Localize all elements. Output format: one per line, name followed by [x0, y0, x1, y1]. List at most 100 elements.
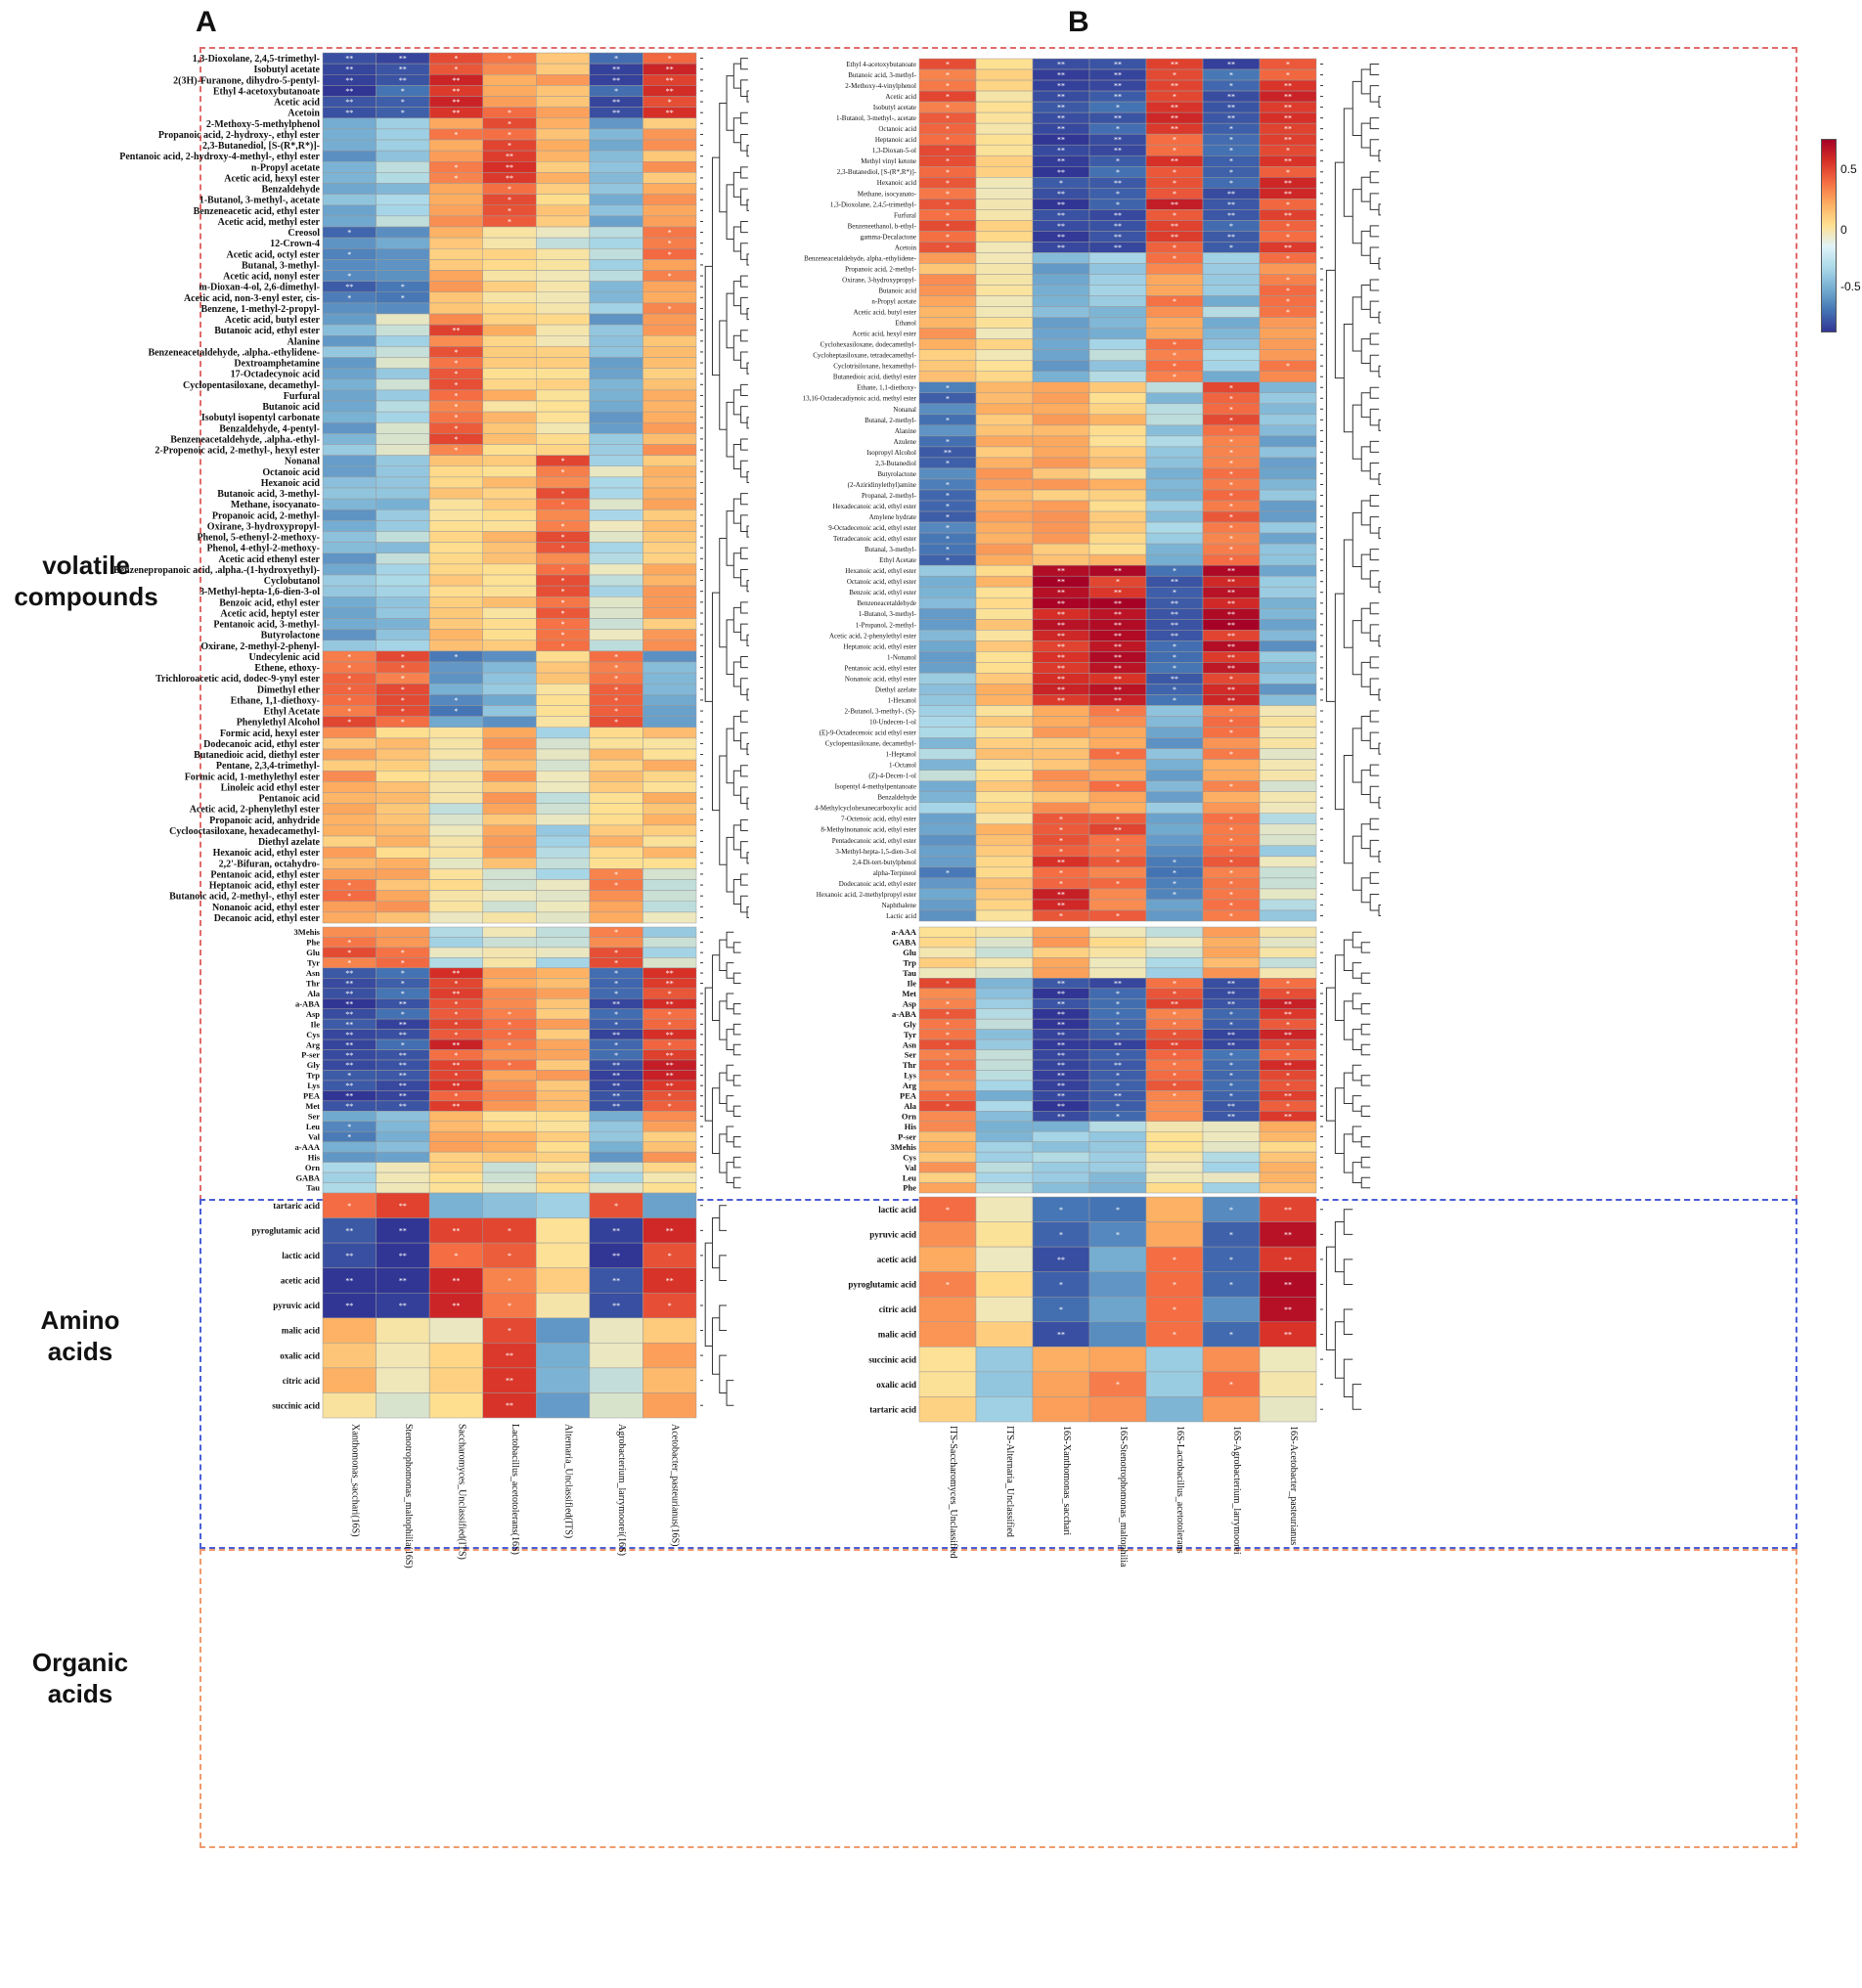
heatmap-cell: [918, 988, 977, 999]
heatmap-cell: [1259, 1321, 1317, 1347]
significance-mark: *: [946, 999, 950, 1008]
heatmap-cell: [1259, 608, 1317, 620]
heatmap-cell: [1032, 1396, 1090, 1423]
significance-mark: **: [612, 1082, 620, 1090]
significance-mark: *: [946, 535, 950, 544]
heatmap-cell: [918, 467, 977, 480]
dendrogram-branch: [732, 444, 741, 470]
heatmap-cell: [975, 694, 1034, 706]
significance-mark: **: [1284, 1305, 1292, 1314]
heatmap-cell: [643, 574, 697, 587]
heatmap-cell: [1259, 813, 1317, 825]
significance-mark: *: [508, 1031, 511, 1039]
heatmap-cell: [428, 748, 483, 761]
dendrogram-branch: [732, 972, 741, 985]
heatmap-cell: [376, 1343, 430, 1369]
significance-mark: **: [1227, 190, 1235, 199]
row-label: a-AAA: [892, 927, 917, 937]
heatmap-cell: [322, 759, 377, 772]
heatmap-cell: [428, 215, 483, 228]
heatmap-cell: [428, 248, 483, 260]
heatmap-cell: [1088, 1196, 1147, 1222]
row-label: Arg: [306, 1039, 321, 1049]
significance-mark: *: [1286, 200, 1290, 209]
column-label: ITS-Saccharomyces_Unclassified: [948, 1426, 958, 1559]
significance-mark: **: [506, 1351, 513, 1360]
row-label: m-Dioxan-4-ol, 2,6-dimethyl-: [199, 283, 320, 293]
heatmap-cell: [428, 1317, 483, 1344]
heatmap-cell: [1032, 532, 1090, 545]
heatmap-cell: [589, 509, 643, 521]
significance-mark: **: [345, 283, 353, 291]
heatmap-cell: [589, 1182, 643, 1194]
heatmap-cell: [1088, 1151, 1147, 1163]
significance-mark: *: [1229, 556, 1233, 565]
heatmap-cell: [376, 465, 430, 478]
section-label-line: Amino: [40, 1305, 120, 1335]
significance-mark: **: [399, 1302, 407, 1310]
heatmap-cell: [975, 1151, 1034, 1163]
row-label: Acetic acid, hexyl ester: [224, 173, 320, 184]
significance-mark: **: [1171, 599, 1178, 608]
dendrogram-branch: [1360, 661, 1371, 687]
dendrogram-branch: [732, 281, 741, 307]
heatmap-cell: [1202, 1141, 1261, 1153]
significance-mark: *: [614, 707, 618, 716]
heatmap-cell: [975, 823, 1034, 836]
heatmap-cell: [536, 302, 591, 315]
significance-mark: **: [1057, 125, 1065, 134]
significance-mark: *: [946, 480, 950, 489]
dendrogram-branch: [1343, 754, 1353, 864]
heatmap-cell: [322, 542, 377, 553]
heatmap-cell: [1088, 1347, 1147, 1373]
row-label: 1-Octanol: [889, 762, 916, 770]
heatmap-cell: [376, 759, 430, 772]
significance-mark: *: [946, 546, 950, 554]
heatmap-cell: [1259, 845, 1317, 858]
heatmap-cell: [589, 937, 643, 949]
significance-mark: *: [668, 1302, 672, 1310]
heatmap-cell: [643, 727, 697, 739]
heatmap-cell: [536, 259, 591, 271]
heatmap-cell: [322, 858, 377, 869]
heatmap-cell: [918, 770, 977, 781]
heatmap-cell: [322, 139, 377, 152]
heatmap-cell: [643, 117, 697, 130]
row-label: Ser: [308, 1112, 321, 1122]
dendrogram-branch: [1369, 408, 1380, 426]
heatmap-cell: [428, 814, 483, 826]
heatmap-cell: [643, 684, 697, 695]
significance-mark: *: [1116, 836, 1120, 845]
dendrogram-branch: [740, 111, 748, 124]
heatmap-cell: [975, 68, 1034, 81]
significance-mark: *: [1173, 642, 1176, 651]
row-label: Benzeneacetaldehyde: [857, 599, 916, 607]
significance-mark: *: [946, 61, 950, 69]
row-label: GABA: [295, 1172, 320, 1182]
heatmap-cell: [536, 85, 591, 97]
heatmap-cell: [482, 476, 537, 489]
dendrogram-branch: [1369, 117, 1380, 130]
significance-mark: **: [1114, 82, 1122, 91]
heatmap-cell: [1259, 888, 1317, 901]
dendrogram-branch: [704, 987, 713, 1122]
significance-mark: **: [1114, 621, 1122, 630]
heatmap-cell: [428, 607, 483, 619]
dendrogram-branch: [740, 166, 748, 179]
heatmap-cell: [1088, 274, 1147, 286]
significance-mark: *: [508, 1020, 511, 1029]
heatmap-cell: [428, 237, 483, 249]
row-label: Propanoic acid, 2-methyl-: [845, 265, 917, 273]
significance-mark: *: [1173, 1010, 1176, 1019]
significance-mark: **: [399, 1031, 407, 1039]
heatmap-cell: [482, 705, 537, 717]
significance-mark: *: [946, 200, 950, 209]
heatmap-cell: [376, 1141, 430, 1153]
dendrogram-branch: [732, 63, 741, 89]
heatmap-cell: [1259, 489, 1317, 502]
row-label: Orn: [902, 1112, 916, 1122]
heatmap-cell: [918, 877, 977, 890]
heatmap-cell: [589, 128, 643, 141]
significance-mark: *: [614, 1020, 618, 1029]
heatmap-cell: [975, 199, 1034, 210]
